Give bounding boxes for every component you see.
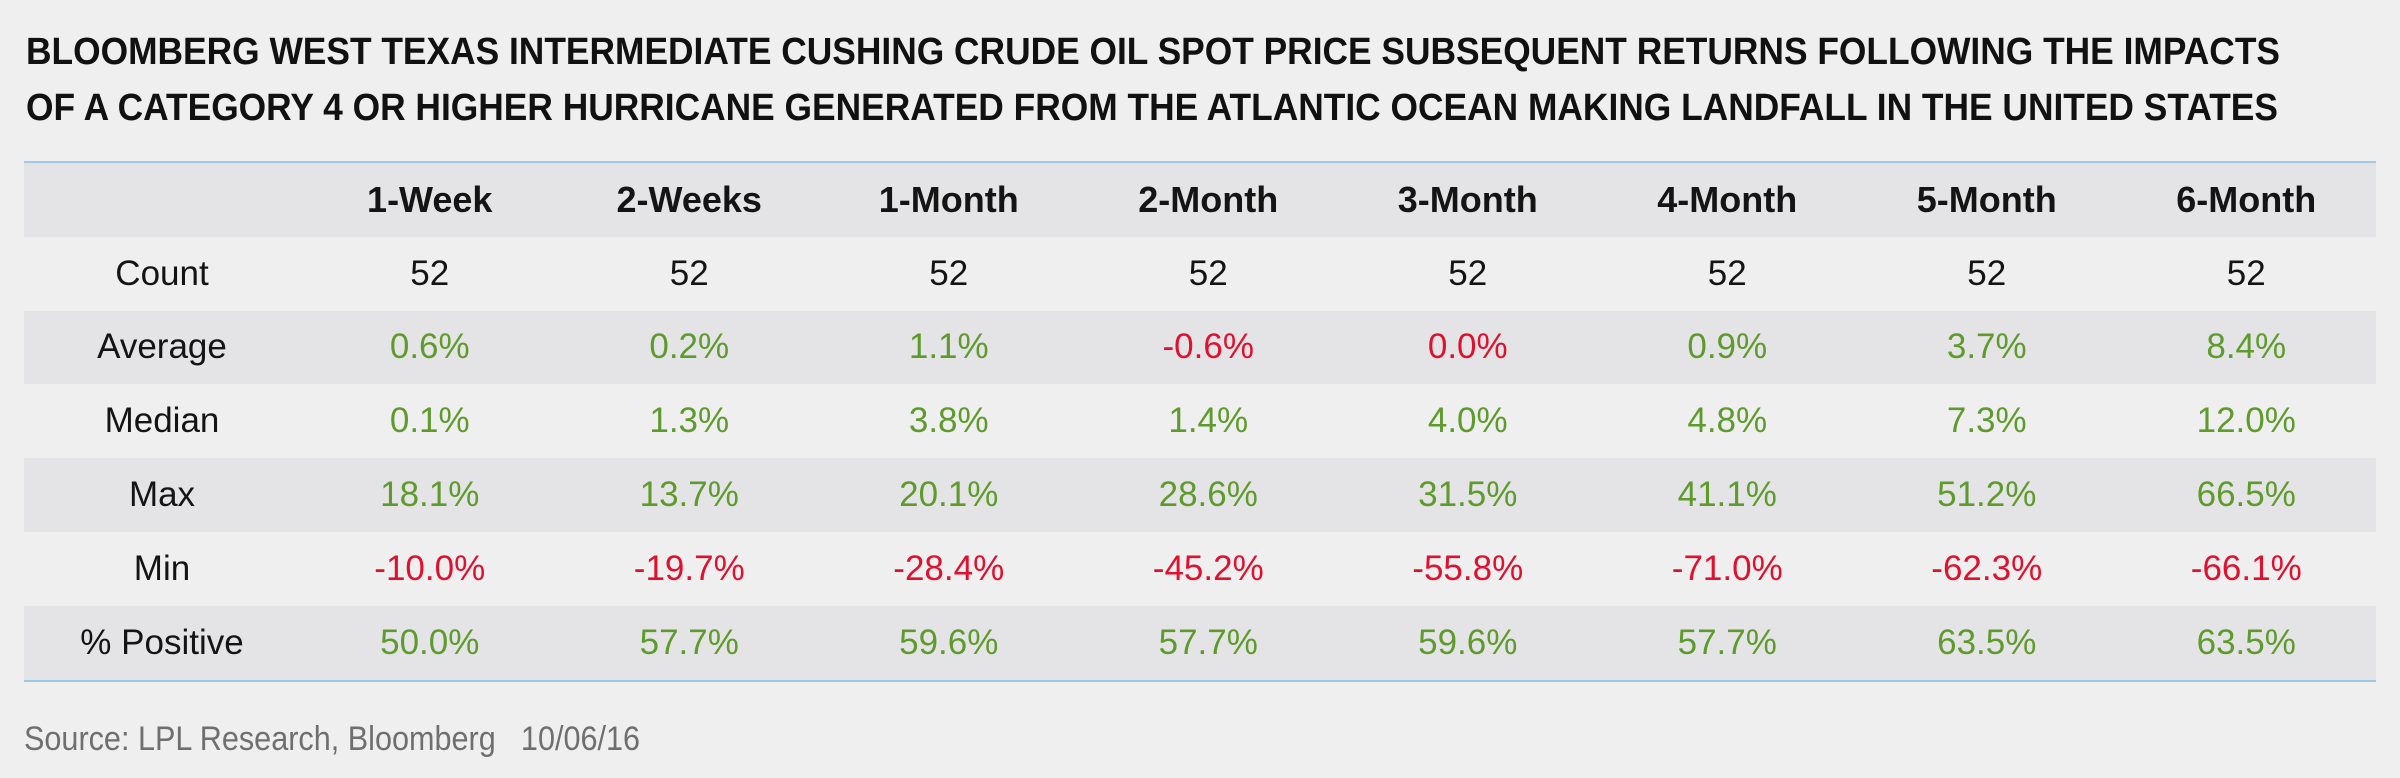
value-cell: 3.7% <box>1857 310 2117 385</box>
value-cell: -62.3% <box>1931 548 2043 588</box>
value-cell: 51.2% <box>1857 458 2117 532</box>
value-cell: 52 <box>1188 253 1228 293</box>
source-text: Source: LPL Research, Bloomberg <box>24 720 496 758</box>
value-cell: 0.0% <box>1338 310 1598 385</box>
value-cell: 12.0% <box>2196 401 2296 441</box>
row-label: % Positive <box>24 605 300 680</box>
value-cell: 0.1% <box>389 401 470 441</box>
chart-title: BLOOMBERG WEST TEXAS INTERMEDIATE CUSHIN… <box>26 24 2280 136</box>
value-cell: -71.0% <box>1671 548 1783 588</box>
value-cell: 1.1% <box>819 310 1079 385</box>
value-cell: -45.2% <box>1152 548 1264 588</box>
value-cell: -28.4% <box>893 548 1005 588</box>
value-cell: 52 <box>410 253 450 293</box>
column-header: 3-Month <box>1338 163 1598 237</box>
column-header: 6-Month <box>2116 163 2376 237</box>
value-cell: 13.7% <box>559 458 819 532</box>
table-top-rule <box>24 161 2376 163</box>
value-cell: 18.1% <box>300 458 560 532</box>
value-cell: 52 <box>1448 253 1488 293</box>
column-header: 1-Month <box>819 163 1079 237</box>
value-cell: 50.0% <box>300 605 560 680</box>
table-row: Average 0.6% 0.2% 1.1% -0.6% 0.0% 0.9% 3.7% 8.4% <box>24 310 2376 385</box>
row-label: Min <box>133 548 191 588</box>
value-cell: 28.6% <box>1078 458 1338 532</box>
column-header: 5-Month <box>1857 163 2117 237</box>
value-cell: 52 <box>929 253 969 293</box>
chart-title-line-1: BLOOMBERG WEST TEXAS INTERMEDIATE CUSHIN… <box>26 31 2280 73</box>
value-cell: 57.7% <box>559 605 819 680</box>
value-cell: 59.6% <box>1338 605 1598 680</box>
column-header: 4-Month <box>1597 163 1857 237</box>
value-cell: 8.4% <box>2116 310 2376 385</box>
returns-table: 1-Week 2-Weeks 1-Month 2-Month 3-Month 4… <box>24 163 2376 680</box>
value-cell: -55.8% <box>1412 548 1524 588</box>
value-cell: 63.5% <box>1857 605 2117 680</box>
value-cell: 66.5% <box>2116 458 2376 532</box>
value-cell: -0.6% <box>1078 310 1338 385</box>
value-cell: 31.5% <box>1338 458 1598 532</box>
value-cell: 0.6% <box>300 310 560 385</box>
table-row: Min -10.0% -19.7% -28.4% -45.2% -55.8% -71.0% -… <box>24 532 2376 606</box>
source-note: Source: LPL Research, Bloomberg 10/06/16 <box>24 720 640 759</box>
value-cell: 52 <box>2226 253 2266 293</box>
value-cell: -10.0% <box>374 548 486 588</box>
table-row: % Positive 50.0% 57.7% 59.6% 57.7% 59.6% 57.7%… <box>24 605 2376 680</box>
header-cell-blank <box>24 163 300 237</box>
value-cell: 0.2% <box>559 310 819 385</box>
column-header: 1-Week <box>300 163 560 237</box>
value-cell: 57.7% <box>1078 605 1338 680</box>
value-cell: -66.1% <box>2190 548 2302 588</box>
value-cell: 52 <box>669 253 709 293</box>
value-cell: 1.4% <box>1168 401 1249 441</box>
value-cell: 52 <box>1707 253 1747 293</box>
value-cell: 59.6% <box>819 605 1079 680</box>
table-row: Max 18.1% 13.7% 20.1% 28.6% 31.5% 41.1% 51.2% 66… <box>24 458 2376 532</box>
row-label: Average <box>24 310 300 385</box>
table-body: Count 52 52 52 52 52 52 52 52 Average 0.6% 0.2% 1.1%… <box>24 237 2376 680</box>
value-cell: 63.5% <box>2116 605 2376 680</box>
value-cell: -19.7% <box>633 548 745 588</box>
value-cell: 52 <box>1967 253 2007 293</box>
chart-title-line-2: OF A CATEGORY 4 OR HIGHER HURRICANE GENE… <box>26 87 2278 129</box>
value-cell: 0.9% <box>1597 310 1857 385</box>
value-cell: 41.1% <box>1597 458 1857 532</box>
value-cell: 57.7% <box>1597 605 1857 680</box>
value-cell: 4.8% <box>1687 401 1768 441</box>
value-cell: 20.1% <box>819 458 1079 532</box>
table-row: Count 52 52 52 52 52 52 52 52 <box>24 237 2376 311</box>
value-cell: 1.3% <box>649 401 730 441</box>
column-header: 2-Weeks <box>559 163 819 237</box>
row-label: Median <box>104 401 220 441</box>
column-header: 2-Month <box>1078 163 1338 237</box>
header-row: 1-Week 2-Weeks 1-Month 2-Month 3-Month 4… <box>24 163 2376 237</box>
table-row: Median 0.1% 1.3% 3.8% 1.4% 4.0% 4.8% 7.3% 12.0% <box>24 384 2376 458</box>
table-bottom-rule <box>24 680 2376 682</box>
row-label: Max <box>24 458 300 532</box>
value-cell: 4.0% <box>1427 401 1508 441</box>
row-label: Count <box>115 253 209 293</box>
value-cell: 3.8% <box>908 401 989 441</box>
source-date: 10/06/16 <box>520 720 641 758</box>
value-cell: 7.3% <box>1946 401 2027 441</box>
